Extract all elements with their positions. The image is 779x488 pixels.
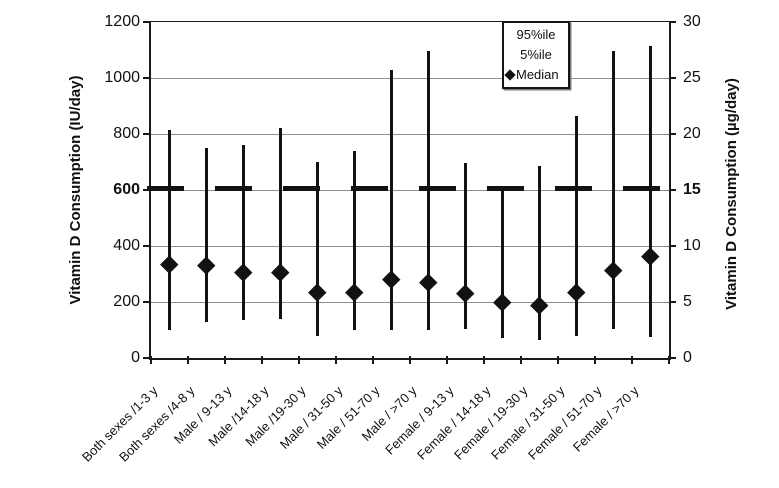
left-axis-tick-1000 (143, 77, 150, 79)
median-marker-12 (567, 283, 586, 302)
x-axis-tick-9 (483, 356, 485, 364)
x-axis-tick-8 (446, 356, 448, 364)
right-axis-tick-5 (669, 301, 676, 303)
legend-item-median: Median (504, 65, 567, 85)
range-bar-4 (278, 128, 283, 319)
range-bar-6 (352, 150, 357, 330)
plot-area (147, 20, 671, 360)
x-axis-tick-0 (150, 356, 152, 364)
right-axis-tick-0 (669, 357, 676, 359)
left-axis-tick-label-600: 600 (113, 181, 140, 198)
right-axis-tick-label-5: 5 (683, 293, 692, 310)
median-marker-7 (382, 270, 401, 289)
range-bar-13 (611, 51, 616, 329)
x-axis-tick-1 (187, 356, 189, 364)
gridline-800 (151, 133, 669, 135)
x-axis-tick-2 (224, 356, 226, 364)
left-axis-tick-600 (143, 189, 150, 191)
x-axis-tick-11 (557, 356, 559, 364)
range-bar-3 (241, 145, 246, 321)
x-axis-tick-10 (520, 356, 522, 364)
right-axis-tick-label-0: 0 (683, 349, 692, 366)
median-marker-14 (641, 246, 660, 265)
range-bar-2 (204, 148, 209, 322)
left-axis-tick-label-400: 400 (113, 237, 140, 254)
left-axis-tick-label-200: 200 (113, 293, 140, 310)
range-bar-1 (167, 129, 172, 330)
x-axis-tick-5 (335, 356, 337, 364)
right-axis-tick-label-10: 10 (683, 237, 701, 254)
median-marker-13 (604, 260, 623, 279)
median-marker-2 (197, 256, 216, 275)
median-marker-6 (345, 283, 364, 302)
left-axis-tick-1200 (143, 21, 150, 23)
gridline-200 (151, 301, 669, 303)
left-axis-tick-800 (143, 133, 150, 135)
x-axis-tick-7 (409, 356, 411, 364)
right-axis-tick-label-15: 15 (683, 181, 701, 198)
left-axis-tick-label-0: 0 (131, 349, 140, 366)
median-marker-5 (308, 283, 327, 302)
legend-item-median-label: Median (516, 67, 559, 82)
right-axis-tick-label-25: 25 (683, 69, 701, 86)
gridline-1000 (151, 77, 669, 79)
range-bar-12 (574, 115, 579, 336)
median-marker-10 (493, 293, 512, 311)
reference-line-rda (147, 186, 669, 191)
left-axis-tick-400 (143, 245, 150, 247)
legend-item-95th-percentile: 95%ile (516, 27, 556, 42)
median-marker-8 (419, 273, 438, 292)
left-axis-tick-label-1000: 1000 (104, 69, 140, 86)
left-axis-tick-200 (143, 301, 150, 303)
x-axis-tick-14 (668, 356, 670, 364)
range-bar-10 (500, 185, 505, 339)
left-axis-tick-label-1200: 1200 (104, 13, 140, 30)
range-bar-7 (389, 69, 394, 330)
left-axis-tick-label-800: 800 (113, 125, 140, 142)
median-marker-3 (234, 263, 253, 282)
right-axis-tick-label-20: 20 (683, 125, 701, 142)
plot-border-top (149, 20, 671, 22)
range-bar-8 (426, 51, 431, 330)
median-marker-1 (160, 255, 179, 274)
right-axis-tick-25 (669, 77, 676, 79)
x-axis-tick-12 (594, 356, 596, 364)
right-axis-tick-20 (669, 133, 676, 135)
left-axis-title: Vitamin D Consumption (IU/day) (67, 75, 84, 305)
x-axis-tick-6 (372, 356, 374, 364)
right-axis-tick-15 (669, 189, 676, 191)
x-axis-tick-3 (261, 356, 263, 364)
median-marker-4 (271, 263, 290, 282)
right-axis-tick-10 (669, 245, 676, 247)
x-axis-tick-4 (298, 356, 300, 364)
range-bar-11 (537, 166, 542, 340)
right-axis-tick-label-30: 30 (683, 13, 701, 30)
legend-item-5th-percentile: 5%ile (520, 47, 552, 62)
gridline-400 (151, 245, 669, 247)
x-axis-tick-13 (631, 356, 633, 364)
range-bar-5 (315, 162, 320, 336)
left-axis-tick-0 (143, 357, 150, 359)
range-bar-9 (463, 163, 468, 329)
chart-legend: 95%ile 5%ile Median (502, 21, 570, 89)
range-bar-14 (648, 45, 653, 337)
median-marker-11 (530, 295, 549, 314)
median-marker-9 (456, 284, 475, 303)
right-axis-tick-30 (669, 21, 676, 23)
median-diamond-icon (504, 69, 516, 81)
